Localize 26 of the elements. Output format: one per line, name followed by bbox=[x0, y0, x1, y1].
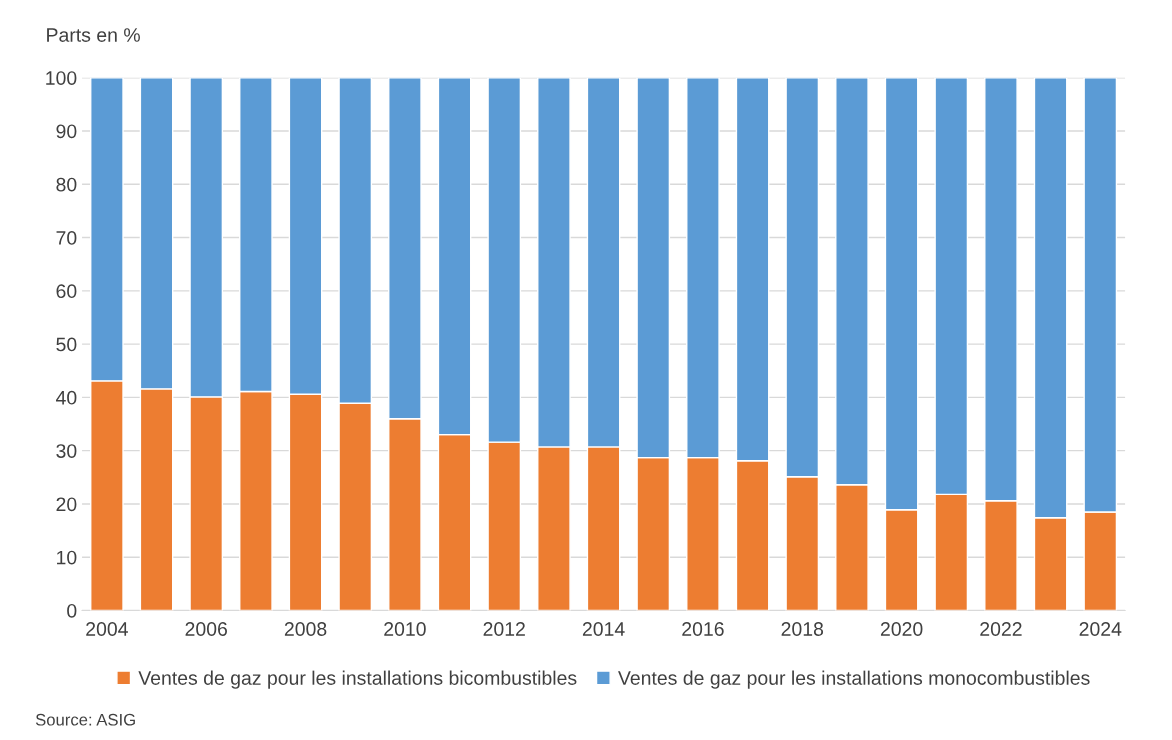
x-tick-label: 2016 bbox=[682, 622, 724, 636]
y-tick-label: 100 bbox=[46, 71, 77, 85]
x-tick-label: 2012 bbox=[483, 622, 525, 636]
x-tick-label: 2010 bbox=[384, 622, 426, 636]
y-tick-label: 70 bbox=[56, 231, 77, 245]
x-tick-label: 2006 bbox=[185, 622, 227, 636]
x-tick-label: 2008 bbox=[284, 622, 327, 636]
y-tick-label: 50 bbox=[56, 337, 77, 352]
legend-label: Ventes de gaz pour les installations monocombustibles bbox=[618, 670, 1090, 689]
y-tick-label: 0 bbox=[67, 603, 77, 618]
x-tick-label: 2020 bbox=[880, 622, 923, 636]
x-tick-label: 2004 bbox=[86, 622, 128, 636]
source-note: Source: ASIG bbox=[35, 713, 135, 726]
y-tick-label: 30 bbox=[56, 444, 77, 458]
x-tick-label: 2018 bbox=[781, 622, 824, 636]
legend-label: Ventes de gaz pour les installations bicombustibles bbox=[138, 670, 577, 689]
y-tick-label: 20 bbox=[56, 497, 77, 512]
x-tick-label: 2022 bbox=[980, 622, 1022, 636]
y-axis-title: Parts en % bbox=[47, 28, 140, 42]
y-tick-label: 40 bbox=[56, 390, 77, 405]
x-tick-label: 2014 bbox=[582, 622, 625, 636]
y-tick-label: 10 bbox=[57, 550, 77, 565]
y-tick-label: 80 bbox=[56, 177, 77, 192]
y-tick-label: 60 bbox=[56, 284, 77, 299]
x-tick-label: 2024 bbox=[1079, 622, 1122, 636]
y-tick-label: 90 bbox=[56, 124, 77, 139]
